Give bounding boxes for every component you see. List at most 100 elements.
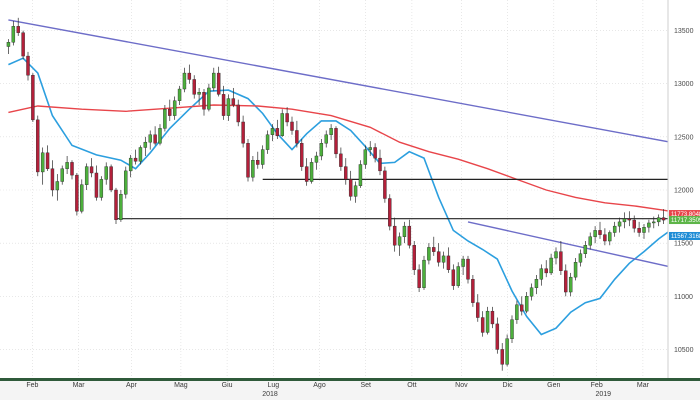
x-month-label: Nov (455, 382, 468, 389)
candle-body (427, 247, 431, 261)
candle-body (329, 128, 333, 135)
candle-body (402, 225, 407, 237)
candle-body (348, 179, 353, 197)
candle-body (476, 302, 480, 318)
candle-body (216, 72, 221, 95)
candle-body (534, 279, 539, 288)
candle-body (319, 143, 324, 157)
candle-body (192, 79, 196, 95)
y-tick-label: 11000 (674, 294, 693, 301)
candle-body (456, 266, 460, 286)
candle-body (373, 147, 377, 159)
candle-body (99, 179, 104, 198)
candle-body (104, 166, 108, 180)
candle-body (510, 319, 514, 340)
candle-body (275, 128, 280, 136)
candle-body (124, 170, 128, 195)
candle-body (505, 338, 509, 365)
x-axis-bar (0, 378, 700, 381)
candle-body (172, 100, 177, 116)
candle-body (627, 218, 632, 221)
x-month-label: Mag (174, 382, 188, 389)
candle-body (168, 109, 172, 116)
price-badge-label: 11717.3509 (671, 218, 700, 224)
candle-body (593, 230, 597, 237)
candle-body (6, 42, 11, 47)
candle-body (40, 152, 45, 173)
candle-body (564, 270, 568, 293)
candle-body (544, 268, 548, 274)
x-month-label: Feb (591, 382, 603, 389)
candle-body (573, 262, 578, 278)
x-axis-labels: Feb Mar Apr Mag Giu Lug Ago Set Ott Nov Dic Gen Feb M… (26, 382, 649, 398)
candle-body (656, 217, 661, 223)
candle-body (598, 230, 602, 235)
candle-body (177, 88, 182, 101)
candle-body (353, 185, 358, 197)
candle-body (212, 72, 216, 89)
candle-body (50, 168, 55, 191)
candle-body (446, 255, 451, 270)
candle-body (529, 287, 534, 297)
candle-body (143, 141, 148, 148)
candle-body (300, 143, 304, 167)
series-line-moving-average-short (8, 57, 689, 336)
candle-body (339, 153, 343, 167)
x-month-label: Mar (637, 382, 650, 389)
candle-body (55, 181, 60, 191)
candle-body (138, 147, 143, 162)
candle-body (568, 276, 573, 293)
candle-body (436, 251, 441, 263)
candle-body (417, 269, 421, 288)
x-month-label: Mar (73, 382, 86, 389)
candle-body (21, 32, 25, 57)
candle-body (661, 217, 666, 221)
candle-body (363, 149, 368, 165)
price-badge (669, 216, 700, 225)
y-tick-label: 13000 (674, 81, 694, 88)
candle-body (515, 304, 519, 320)
x-year-label: 2018 (262, 391, 278, 398)
candle-body (304, 166, 309, 182)
candle-body (603, 234, 607, 242)
series-line-resistance-trendline (8, 19, 689, 147)
candle-body (392, 225, 397, 246)
price-badge-label: 11567.3168 (671, 234, 700, 240)
candle-body (652, 221, 656, 224)
candle-body (295, 130, 299, 144)
candle-body (441, 255, 446, 263)
x-month-label: Lug (267, 382, 279, 389)
candle-body (480, 317, 485, 333)
candle-body (588, 236, 592, 246)
candle-body (432, 247, 436, 252)
candle-body (280, 113, 284, 136)
candle-body (612, 225, 617, 233)
candle-body (241, 121, 245, 144)
candle-body (524, 296, 529, 312)
price-badge (669, 210, 700, 219)
candle-body (26, 55, 30, 76)
candle-body (324, 134, 328, 144)
price-badge-label: 11773.8048 (671, 212, 700, 218)
candle-body (647, 222, 651, 228)
x-year-label: 2019 (596, 391, 612, 398)
x-month-label: Ott (407, 382, 416, 389)
candle-body (60, 168, 64, 182)
y-tick-label: 12000 (674, 188, 694, 195)
candle-body (84, 166, 89, 185)
y-tick-label: 10500 (674, 347, 694, 354)
indicator-lines (8, 19, 689, 336)
candle-body (260, 149, 265, 165)
candle-body (202, 92, 206, 110)
candle-body (163, 109, 167, 129)
candle-body (617, 221, 622, 227)
candle-body (334, 128, 338, 155)
candle-body (422, 259, 426, 288)
x-axis-panel (0, 381, 700, 400)
candle-body (75, 174, 79, 212)
candle-body (158, 128, 162, 144)
candle-body (246, 143, 250, 178)
candle-body (231, 98, 236, 106)
